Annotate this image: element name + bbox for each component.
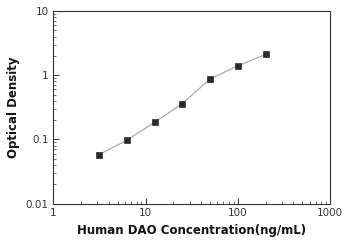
Y-axis label: Optical Density: Optical Density <box>7 57 20 158</box>
X-axis label: Human DAO Concentration(ng/mL): Human DAO Concentration(ng/mL) <box>77 224 306 237</box>
